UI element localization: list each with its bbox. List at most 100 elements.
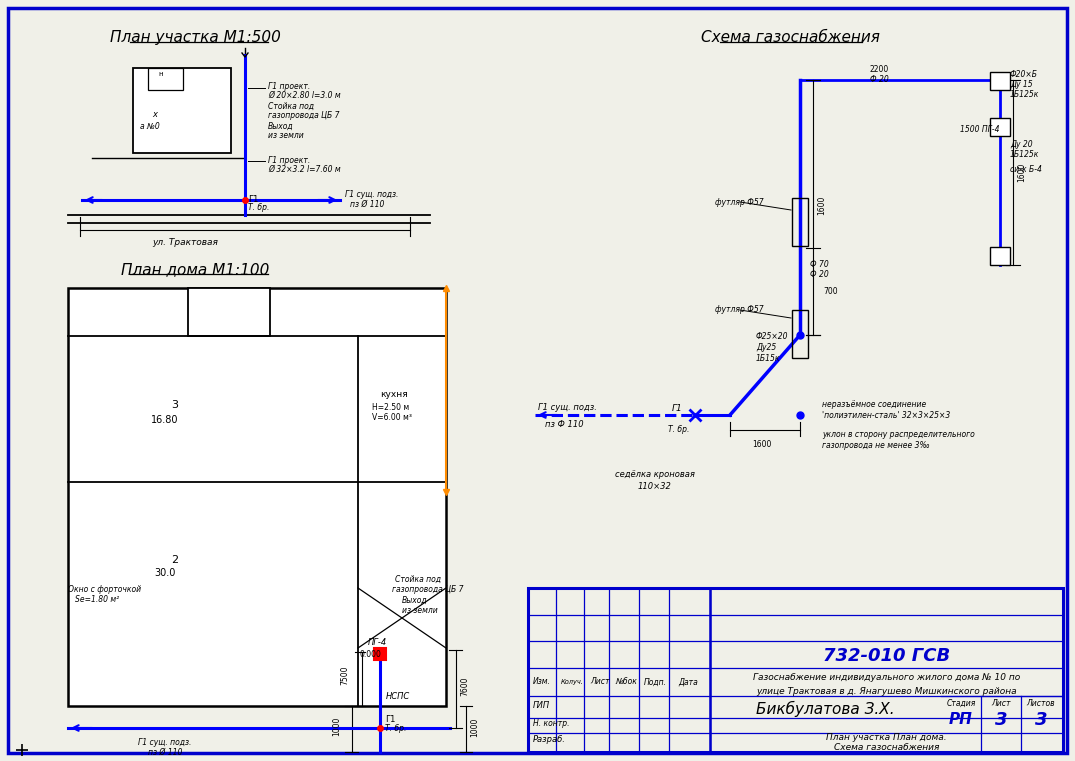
Text: Г1 проект.: Г1 проект. [268, 82, 311, 91]
Text: 1600: 1600 [1017, 162, 1026, 182]
Text: 1600: 1600 [752, 440, 772, 449]
Text: Ф25×20: Ф25×20 [756, 332, 788, 341]
Text: газопровода ЦБ 7: газопровода ЦБ 7 [392, 585, 463, 594]
Text: из земли: из земли [268, 131, 304, 140]
Text: Ду 15: Ду 15 [1010, 80, 1033, 89]
Text: План участка План дома.: План участка План дома. [827, 734, 947, 743]
Text: Ду 20: Ду 20 [1010, 140, 1033, 149]
Text: улице Трактовая в д. Янагушево Мишкинского района: улице Трактовая в д. Янагушево Мишкинско… [756, 686, 1017, 696]
Text: РП: РП [949, 712, 973, 728]
Text: Г1 сущ. подз.: Г1 сущ. подз. [138, 738, 191, 747]
Text: Т. бр.: Т. бр. [668, 425, 689, 434]
Text: Т. бр.: Т. бр. [248, 203, 270, 212]
Text: из земли: из земли [402, 606, 438, 615]
Bar [990, 118, 1010, 136]
Text: x: x [152, 110, 157, 119]
Text: футляр Ф57: футляр Ф57 [715, 305, 763, 314]
Text: 3: 3 [994, 711, 1007, 729]
Text: Г1: Г1 [248, 195, 258, 204]
Text: Т. бр.: Т. бр. [385, 724, 406, 733]
Text: уклон в сторону распределительного: уклон в сторону распределительного [822, 430, 975, 439]
Text: Ф 20: Ф 20 [870, 75, 889, 84]
Text: 1500 ПГ-4: 1500 ПГ-4 [960, 125, 1000, 134]
Text: пз Ø 110: пз Ø 110 [148, 748, 183, 757]
Bar [374, 648, 386, 660]
Text: V=6.00 м³: V=6.00 м³ [372, 413, 412, 422]
Text: 3: 3 [172, 400, 178, 410]
Text: Стойка под: Стойка под [268, 102, 314, 111]
Text: газопровода ЦБ 7: газопровода ЦБ 7 [268, 111, 340, 120]
Text: 732-010 ГСВ: 732-010 ГСВ [822, 647, 950, 665]
Text: Se=1.80 м²: Se=1.80 м² [75, 595, 119, 604]
Text: Лист: Лист [590, 677, 610, 686]
Text: 1000: 1000 [332, 716, 341, 736]
Text: 0.000: 0.000 [360, 650, 382, 659]
Text: Лист: Лист [991, 699, 1010, 708]
Text: ПГ-4: ПГ-4 [368, 638, 387, 647]
Text: кухня: кухня [379, 390, 407, 399]
Text: №бок: №бок [615, 677, 636, 686]
Text: Выход: Выход [268, 122, 293, 131]
Text: Схема газоснабжения: Схема газоснабжения [701, 30, 879, 45]
Text: Листов: Листов [1027, 699, 1056, 708]
Text: Стойка под: Стойка под [395, 575, 441, 584]
Text: Ф20×Б: Ф20×Б [1010, 70, 1038, 79]
Text: 110×32: 110×32 [637, 482, 672, 491]
Text: н: н [158, 71, 162, 77]
Text: пз Ф 110: пз Ф 110 [545, 420, 584, 429]
Bar [133, 68, 231, 153]
Text: План участка М1:500: План участка М1:500 [110, 30, 281, 45]
Text: седёлка кроновая: седёлка кроновая [615, 470, 694, 479]
Text: Г1 сущ. подз.: Г1 сущ. подз. [538, 403, 597, 412]
Text: Ду25: Ду25 [756, 343, 776, 352]
Bar [68, 288, 446, 706]
Text: Н. контр.: Н. контр. [533, 719, 570, 728]
Bar [990, 247, 1010, 265]
Text: 700: 700 [823, 288, 837, 297]
Text: газопровода не менее 3‰: газопровода не менее 3‰ [822, 441, 930, 450]
Text: Г1 проект.: Г1 проект. [268, 156, 311, 165]
Bar [188, 288, 270, 336]
Bar [990, 72, 1010, 90]
Text: Стадия: Стадия [946, 699, 976, 708]
Text: а №0: а №0 [140, 122, 160, 131]
Text: 1600: 1600 [817, 196, 826, 215]
Text: Окно с форточкой: Окно с форточкой [68, 585, 141, 594]
Text: Подп.: Подп. [644, 677, 666, 686]
Text: неразъёмное соединение: неразъёмное соединение [822, 400, 927, 409]
Text: План дома М1:100: План дома М1:100 [120, 262, 269, 277]
Text: 2: 2 [171, 555, 178, 565]
Text: Ø 32×3.2 l=7.60 м: Ø 32×3.2 l=7.60 м [268, 165, 341, 174]
Text: Колуч.: Колуч. [561, 679, 584, 685]
Text: си-к Б-4: си-к Б-4 [1010, 165, 1042, 174]
Text: 'полиэтилен-сталь' 32×3×25×3: 'полиэтилен-сталь' 32×3×25×3 [822, 411, 950, 420]
Text: Схема газоснабжения: Схема газоснабжения [834, 743, 940, 753]
Text: футляр Ф57: футляр Ф57 [715, 198, 763, 207]
Text: ул. Трактовая: ул. Трактовая [152, 238, 218, 247]
Text: Ø 20×2.80 l=3.0 м: Ø 20×2.80 l=3.0 м [268, 91, 341, 100]
Text: 1Б15к: 1Б15к [756, 354, 780, 363]
Bar [528, 588, 1063, 752]
Text: Г1: Г1 [385, 715, 396, 724]
Text: 1Б125к: 1Б125к [1010, 150, 1040, 159]
Bar [792, 310, 808, 358]
Text: 16.80: 16.80 [152, 415, 178, 425]
Text: Выход: Выход [402, 596, 428, 605]
Text: 7500: 7500 [340, 665, 349, 685]
Text: 1Б125к: 1Б125к [1010, 90, 1040, 99]
Text: 7600: 7600 [460, 677, 469, 696]
Text: Ф 70: Ф 70 [809, 260, 829, 269]
Text: Изм.: Изм. [533, 677, 550, 686]
Text: 1000: 1000 [470, 718, 479, 737]
Bar [792, 198, 808, 246]
Text: 3: 3 [1035, 711, 1047, 729]
Text: Г1: Г1 [672, 404, 683, 413]
Text: Г1 сущ. подз.: Г1 сущ. подз. [345, 190, 399, 199]
Text: Газоснабжение индивидуального жилого дома № 10 по: Газоснабжение индивидуального жилого дом… [752, 673, 1020, 683]
Text: Бикбулатова З.Х.: Бикбулатова З.Х. [756, 701, 894, 717]
Text: Ф 20: Ф 20 [809, 270, 829, 279]
Text: 2200: 2200 [870, 65, 889, 74]
Text: НСПС: НСПС [386, 692, 411, 701]
Text: Н=2.50 м: Н=2.50 м [372, 403, 410, 412]
Text: Разраб.: Разраб. [533, 735, 565, 744]
